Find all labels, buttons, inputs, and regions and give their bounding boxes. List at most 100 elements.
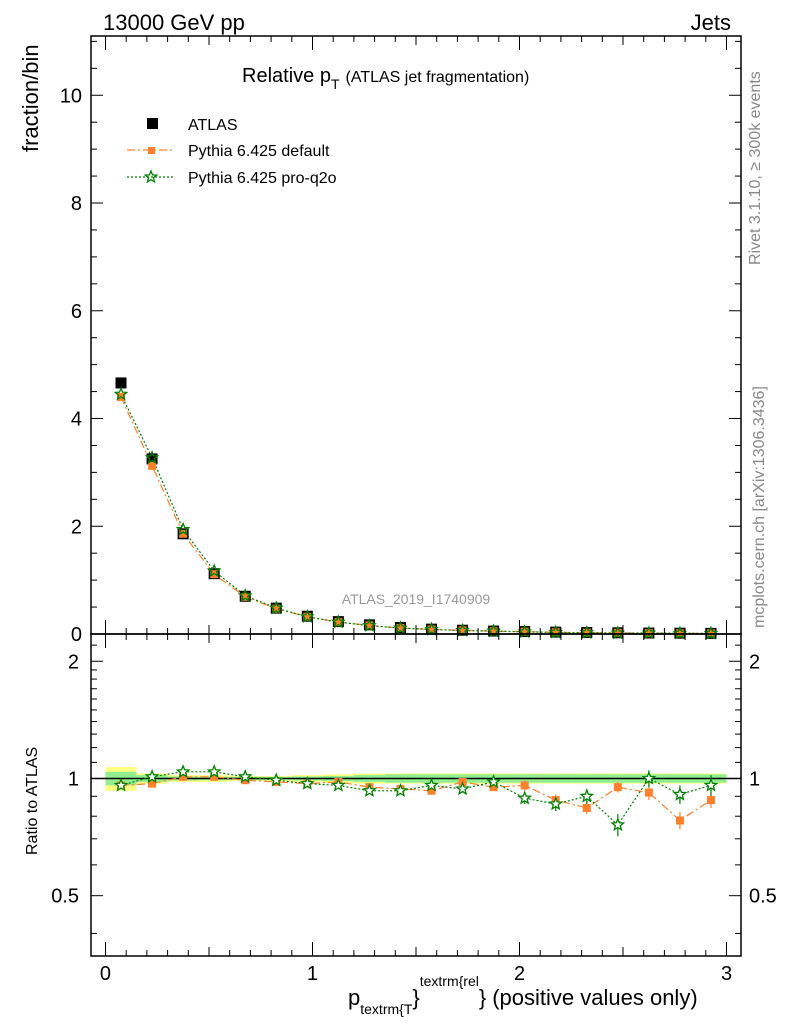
proq2o-point xyxy=(144,450,160,465)
ratio-xtick-label: 3 xyxy=(721,963,732,985)
ratio-proq2o-point xyxy=(455,781,470,796)
default-point xyxy=(458,626,467,635)
ratio-default-point xyxy=(427,786,436,795)
legend-marker-default xyxy=(148,147,155,154)
proq2o-point xyxy=(548,624,564,639)
proq2o-point xyxy=(703,625,719,640)
default-point xyxy=(613,628,622,637)
ratio-ytick-label: 2 xyxy=(68,651,79,673)
ratio-proq2o-point xyxy=(144,769,160,784)
ratio-series-layer xyxy=(113,764,719,837)
ratio-xtick-label: 1 xyxy=(307,963,318,985)
ratio-y-axis-label: Ratio to ATLAS xyxy=(24,747,41,855)
ratio-ytick-label-right: 2 xyxy=(749,651,760,673)
default-point xyxy=(520,627,529,636)
atlas-point xyxy=(115,377,127,389)
ratio-xtick-label: 0 xyxy=(100,963,111,985)
y-axis-label: fraction/bin xyxy=(18,44,43,152)
proq2o-point xyxy=(113,386,129,401)
proq2o-point xyxy=(455,622,470,637)
ratio-default-point xyxy=(148,779,157,788)
ratio-proq2o-point xyxy=(424,777,439,792)
default-point xyxy=(179,529,188,538)
main-ytick-label: 10 xyxy=(60,85,82,107)
proq2o-point xyxy=(268,600,284,615)
default-point xyxy=(303,612,312,621)
ratio-default-point xyxy=(210,772,219,781)
proq2o-point xyxy=(299,608,315,624)
ratio-proq2o-point xyxy=(237,769,253,784)
ratio-default-point xyxy=(644,788,653,797)
ratio-panel: 0.5 0.5 1 1 2 2 0 1 2 3 Ratio to ATLAS xyxy=(24,633,777,985)
ratio-proq2o-point xyxy=(393,782,408,798)
main-ytick-label: 4 xyxy=(71,409,82,431)
ratio-ytick-label-right: 1 xyxy=(749,768,760,790)
legend-marker-proq2o xyxy=(143,169,159,184)
analysis-label: ATLAS_2019_I1740909 xyxy=(342,591,491,607)
ratio-default-point xyxy=(613,783,622,792)
default-point xyxy=(489,627,498,636)
ratio-default-point xyxy=(241,776,250,785)
ratio-proq2o-point xyxy=(362,782,377,798)
proq2o-point xyxy=(579,624,595,639)
plot-title: Relative pT (ATLAS jet fragmentation) xyxy=(242,65,529,92)
ratio-axes: 0.5 0.5 1 1 2 2 0 1 2 3 xyxy=(51,634,777,985)
proq2o-point xyxy=(362,617,377,632)
ratio-default-point xyxy=(179,772,188,781)
ratio-proq2o-point xyxy=(579,788,595,803)
ratio-proq2o-point xyxy=(330,777,346,792)
proq2o-point xyxy=(610,625,626,640)
proq2o-point xyxy=(672,625,688,640)
default-point xyxy=(582,628,591,637)
proq2o-point xyxy=(330,614,346,629)
ratio-proq2o-point xyxy=(486,774,502,789)
ratio-xtick-label: 2 xyxy=(514,963,525,985)
main-ytick-label: 0 xyxy=(71,624,82,646)
main-ytick-label: 6 xyxy=(71,301,82,323)
ratio-default-point xyxy=(582,803,591,812)
ratio-proq2o-point xyxy=(299,775,315,790)
ratio-proq2o-point xyxy=(610,817,626,832)
ratio-proq2o-point xyxy=(703,777,719,792)
ratio-proq2o-point xyxy=(641,770,657,785)
ratio-proq2o-point xyxy=(517,790,533,805)
main-ytick-label: 8 xyxy=(71,193,82,215)
x-axis-label: ptextrm{T}textrm{rel} (positive values on… xyxy=(348,973,698,1017)
default-point xyxy=(365,621,374,630)
main-axes: 0 2 4 6 8 10 xyxy=(60,36,741,646)
default-point xyxy=(644,629,653,638)
legend-label-proq2o: Pythia 6.425 pro-q2o xyxy=(188,170,337,187)
ratio-ytick-label: 0.5 xyxy=(51,886,79,908)
ratio-default-point xyxy=(675,816,684,825)
rivet-label: Rivet 3.1.10, ≥ 300k events xyxy=(747,71,764,265)
default-point xyxy=(551,628,560,637)
ratio-ytick-label: 1 xyxy=(68,768,79,790)
ratio-line-proq2o xyxy=(120,771,712,826)
ratio-line-default xyxy=(120,776,712,822)
proq2o-point xyxy=(393,620,408,635)
main-panel: 0 2 4 6 8 10 Relative pT (ATLAS jet fragmentat… xyxy=(18,35,742,646)
ratio-proq2o-point xyxy=(175,764,191,779)
ratio-proq2o-point xyxy=(548,796,564,811)
ratio-default-point xyxy=(489,783,498,792)
ratio-plot-frame xyxy=(90,633,742,957)
ratio-ytick-label-right: 0.5 xyxy=(749,886,777,908)
proq2o-point xyxy=(175,521,191,536)
legend-label-default: Pythia 6.425 default xyxy=(188,143,330,160)
ratio-proq2o-point xyxy=(206,764,222,779)
legend-marker-atlas xyxy=(147,118,158,129)
main-ytick-label: 2 xyxy=(71,516,82,538)
mcplots-label: mcplots.cern.ch [arXiv:1306.3436] xyxy=(751,386,768,628)
ratio-proq2o-point xyxy=(268,772,284,787)
ratio-proq2o-point xyxy=(113,777,129,792)
ratio-default-point xyxy=(520,781,529,790)
atlas-point xyxy=(146,453,158,465)
default-point xyxy=(148,461,157,470)
header-observable: Jets xyxy=(691,10,731,35)
default-point xyxy=(272,604,281,613)
legend: ATLAS Pythia 6.425 default Pythia 6.425 … xyxy=(127,117,337,187)
proq2o-point xyxy=(206,563,222,578)
default-point xyxy=(334,618,343,627)
proq2o-point xyxy=(641,625,657,640)
